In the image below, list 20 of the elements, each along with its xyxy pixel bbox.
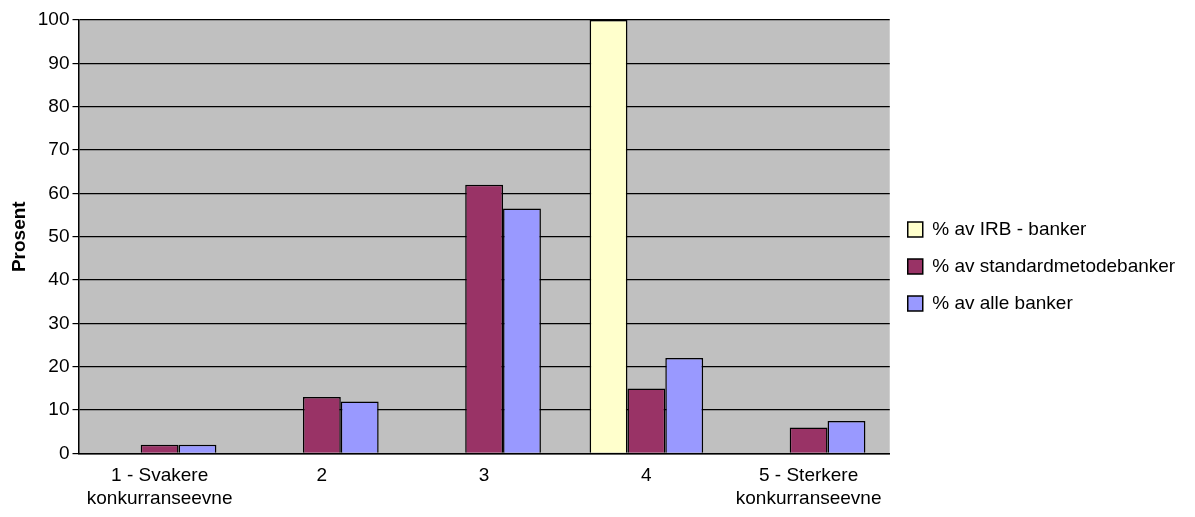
- x-tick-label: 1 - Svakere konkurranseevne: [86, 464, 233, 508]
- y-tick-label: 60: [48, 181, 70, 203]
- y-tick-label: 70: [48, 138, 70, 160]
- legend-label: % av standardmetodebanker: [932, 254, 1176, 276]
- y-tick-label: 80: [48, 94, 70, 116]
- y-tick-label: 50: [48, 224, 70, 246]
- x-tick-label: 4: [641, 464, 653, 486]
- y-axis-title: Prosent: [7, 200, 29, 273]
- y-tick-label: 90: [48, 51, 70, 73]
- x-tick-label: 5 - Sterkere konkurranseevne: [735, 464, 882, 508]
- y-tick-label: 40: [48, 268, 70, 290]
- y-tick-label: 10: [48, 398, 70, 420]
- legend-label: % av IRB - banker: [932, 217, 1088, 239]
- y-tick-label: 30: [48, 311, 70, 333]
- y-tick-label: 0: [58, 441, 70, 463]
- x-tick-label: 2: [316, 464, 328, 486]
- x-tick-label: 3: [478, 464, 490, 486]
- y-tick-label: 100: [37, 8, 70, 30]
- legend-label: % av alle banker: [932, 291, 1074, 313]
- y-tick-label: 20: [48, 354, 70, 376]
